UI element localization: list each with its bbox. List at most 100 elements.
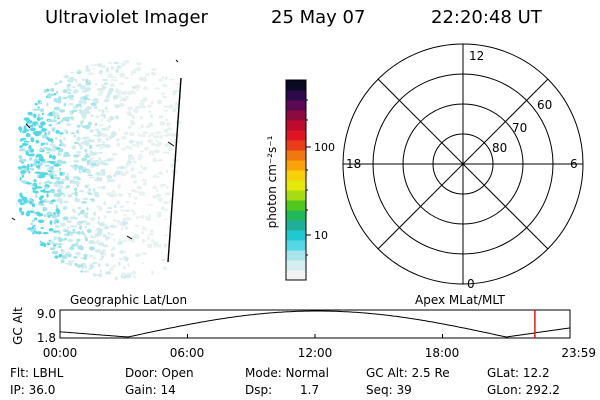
emission-pixel — [99, 230, 103, 235]
emission-pixel — [119, 72, 125, 78]
emission-pixel — [120, 97, 126, 100]
emission-pixel — [104, 106, 108, 110]
emission-pixel — [129, 147, 133, 150]
emission-pixel — [141, 231, 144, 235]
emission-pixel — [63, 193, 66, 198]
emission-pixel — [111, 246, 116, 251]
emission-pixel — [148, 110, 152, 114]
mlt-label-18: 18 — [346, 157, 361, 171]
emission-pixel — [41, 112, 45, 116]
emission-pixel — [41, 172, 49, 176]
emission-pixel — [73, 176, 80, 179]
emission-pixel — [95, 63, 99, 66]
emission-pixel — [138, 127, 141, 130]
timeline-xtick-label: 23:59 — [561, 346, 596, 360]
emission-pixel — [59, 139, 63, 144]
emission-pixel — [113, 103, 116, 107]
emission-pixel — [83, 143, 90, 146]
emission-pixel — [122, 98, 127, 102]
timeline-ticks — [59, 334, 571, 338]
emission-pixel — [84, 83, 91, 87]
emission-pixel — [89, 254, 94, 257]
emission-pixel — [73, 256, 78, 259]
emission-pixel — [56, 90, 58, 95]
emission-pixel — [103, 127, 110, 132]
emission-pixel — [156, 211, 163, 214]
emission-pixel — [23, 125, 27, 128]
emission-pixel — [74, 217, 78, 220]
emission-pixel — [100, 128, 106, 131]
emission-pixel — [162, 84, 168, 88]
emission-pixel — [151, 100, 154, 105]
emission-pixel — [88, 176, 96, 179]
emission-pixel — [74, 141, 80, 145]
emission-pixel — [124, 257, 129, 262]
emission-pixel — [100, 144, 104, 150]
emission-pixel — [72, 89, 79, 94]
emission-pixel — [66, 92, 72, 94]
emission-pixel — [75, 103, 82, 107]
emission-pixel — [25, 132, 30, 138]
emission-pixel — [33, 190, 39, 194]
emission-pixel — [137, 157, 142, 161]
image-tick-mark — [175, 59, 179, 63]
emission-pixel — [67, 238, 74, 243]
emission-pixel — [38, 157, 45, 162]
emission-pixel — [58, 185, 64, 189]
emission-pixel — [47, 119, 53, 122]
emission-pixel — [158, 78, 163, 82]
emission-pixel — [105, 70, 111, 73]
emission-pixel — [41, 127, 47, 132]
emission-pixel — [70, 71, 75, 74]
emission-pixel — [105, 263, 110, 268]
emission-pixel — [127, 263, 130, 267]
emission-pixel — [35, 160, 41, 164]
emission-pixel — [109, 135, 112, 140]
emission-pixel — [125, 209, 130, 212]
emission-pixel — [98, 273, 102, 277]
emission-pixel — [33, 179, 37, 183]
emission-pixel — [123, 131, 129, 136]
emission-pixel — [59, 109, 66, 113]
emission-pixel — [121, 147, 126, 151]
emission-pixel — [118, 205, 125, 208]
emission-pixel — [21, 158, 27, 162]
emission-pixel — [118, 222, 123, 226]
emission-pixel — [66, 184, 70, 188]
emission-pixel — [129, 139, 134, 144]
mlt-label-6: 6 — [570, 157, 578, 171]
emission-pixel — [96, 88, 103, 91]
emission-pixel — [140, 164, 143, 168]
emission-pixel — [64, 128, 67, 132]
emission-pixel — [124, 225, 129, 231]
emission-pixel — [18, 126, 23, 131]
emission-pixel — [138, 171, 144, 174]
emission-pixel — [147, 139, 153, 144]
auroral-image — [17, 60, 182, 281]
emission-pixel — [101, 78, 109, 81]
emission-pixel — [74, 243, 79, 246]
emission-pixel — [53, 236, 58, 241]
emission-pixel — [43, 89, 48, 93]
colorbar-band — [286, 110, 306, 121]
emission-pixel — [47, 130, 51, 136]
emission-pixel — [74, 191, 78, 196]
emission-pixel — [166, 127, 172, 131]
emission-pixel — [92, 68, 95, 71]
emission-pixel — [127, 106, 133, 111]
emission-pixel — [121, 272, 127, 277]
emission-pixel — [174, 102, 179, 106]
emission-pixel — [98, 109, 101, 112]
emission-pixel — [77, 230, 81, 235]
timeline-xtick-label: 12:00 — [298, 346, 333, 360]
emission-pixel — [138, 141, 142, 145]
emission-pixel — [49, 247, 55, 251]
emission-pixel — [78, 99, 84, 105]
emission-pixel — [71, 109, 78, 113]
emission-pixel — [157, 159, 164, 162]
emission-pixel — [65, 117, 70, 122]
emission-pixel — [18, 155, 23, 160]
emission-pixel — [53, 220, 57, 225]
emission-pixel — [130, 90, 135, 93]
emission-pixel — [132, 160, 137, 164]
